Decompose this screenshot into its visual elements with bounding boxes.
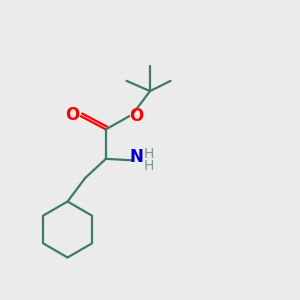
Text: H: H	[144, 147, 154, 161]
Text: O: O	[129, 107, 143, 125]
Text: H: H	[144, 159, 154, 172]
Text: N: N	[130, 148, 144, 166]
Text: O: O	[65, 106, 80, 124]
